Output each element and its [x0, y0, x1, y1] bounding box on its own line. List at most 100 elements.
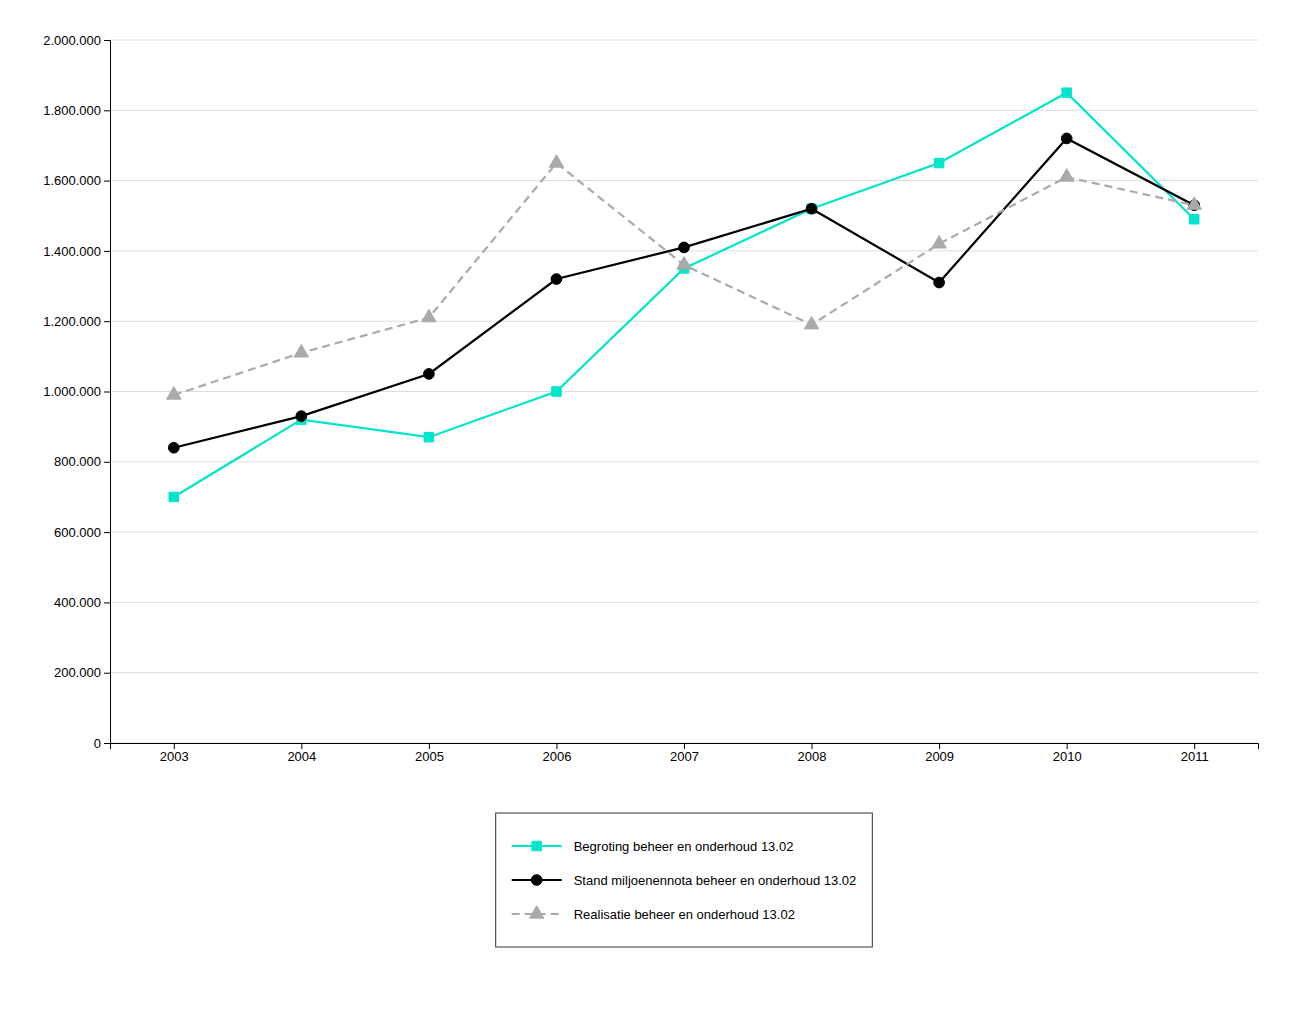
tick: 1.400.000: [43, 244, 110, 259]
tick-mark: [812, 743, 813, 749]
marker: [549, 155, 563, 167]
tick-label: 0: [94, 736, 101, 751]
marker: [296, 411, 307, 422]
marker: [677, 257, 691, 269]
tick-label: 2008: [798, 749, 827, 764]
tick: 2.000.000: [43, 33, 110, 48]
tick: 2010: [1053, 743, 1082, 764]
marks: [167, 88, 1202, 502]
tick: 800.000: [54, 454, 110, 469]
grid-line: [110, 321, 1258, 322]
marker: [294, 345, 308, 357]
grid-line: [110, 40, 1258, 41]
marker: [422, 309, 436, 321]
tick-mark: [104, 321, 110, 322]
grid-line: [110, 391, 1258, 392]
axis-line: [104, 41, 111, 744]
marker: [551, 274, 562, 285]
marker: [804, 316, 818, 328]
tick: 600.000: [54, 525, 110, 540]
tick-label: 2007: [670, 749, 699, 764]
tick-label: 1.000.000: [43, 384, 101, 399]
tick-mark: [1194, 743, 1195, 749]
tick-mark: [104, 462, 110, 463]
marker: [168, 442, 179, 453]
axis-line: [111, 744, 1259, 750]
tick-label: 200.000: [54, 665, 101, 680]
tick: 2011: [1181, 743, 1209, 764]
grid-line: [110, 532, 1258, 533]
tick: 1.000.000: [43, 384, 110, 399]
tick-label: 2011: [1181, 749, 1209, 764]
chart: 0 200.000 400.000 600.000 800.000 1.000.000 1.…: [0, 0, 1298, 1033]
marker: [934, 277, 945, 288]
legend-label: Stand miljoenennota beheer en onderhoud …: [574, 873, 857, 888]
tick: 400.000: [54, 595, 110, 610]
marker: [1189, 215, 1198, 224]
legend-marker: [531, 875, 542, 886]
legend-frame: [496, 813, 873, 947]
legend-marker: [532, 841, 541, 850]
series: [168, 133, 1199, 453]
tick-mark: [556, 743, 557, 749]
tick-mark: [301, 743, 302, 749]
tick-label: 1.400.000: [43, 244, 101, 259]
tick-mark: [684, 743, 685, 749]
tick: 2005: [415, 743, 444, 764]
grid: [110, 40, 1258, 743]
marker: [932, 236, 946, 248]
series: [167, 155, 1202, 399]
tick-mark: [104, 251, 110, 252]
legend: Begroting beheer en onderhoud 13.02 Stand…: [496, 813, 873, 947]
marker: [934, 158, 943, 167]
grid-line: [110, 602, 1258, 603]
tick-mark: [104, 532, 110, 533]
tick: 2007: [670, 743, 699, 764]
tick-label: 2004: [287, 749, 316, 764]
grid-line: [110, 461, 1258, 462]
tick-label: 2006: [542, 749, 571, 764]
tick-mark: [104, 743, 110, 744]
tick: 1.200.000: [43, 314, 110, 329]
tick: 1.800.000: [43, 103, 110, 118]
marker: [1062, 88, 1071, 97]
marker: [424, 432, 433, 441]
tick-mark: [939, 743, 940, 749]
marker: [1187, 197, 1201, 209]
tick-label: 400.000: [54, 595, 101, 610]
legend-label: Realisatie beheer en onderhoud 13.02: [574, 907, 795, 922]
tick-mark: [104, 602, 110, 603]
marker: [169, 492, 178, 501]
legend-item: Begroting beheer en onderhoud 13.02: [512, 839, 794, 854]
marker: [1059, 169, 1073, 181]
tick-label: 2009: [925, 749, 954, 764]
marker: [424, 369, 435, 380]
legend-item: Realisatie beheer en onderhoud 13.02: [512, 906, 795, 922]
tick: 2006: [542, 743, 571, 764]
x-axis: 2003 2004 2005 2006 2007 2008 2009 2010 2011: [111, 743, 1259, 764]
tick-mark: [104, 110, 110, 111]
plot: 0 200.000 400.000 600.000 800.000 1.000.000 1.…: [43, 33, 1258, 765]
marker: [552, 387, 561, 396]
tick: 1.600.000: [43, 173, 110, 188]
tick-mark: [104, 40, 110, 41]
tick-mark: [1067, 743, 1068, 749]
tick-mark: [104, 392, 110, 393]
marker: [806, 203, 817, 214]
tick-label: 1.800.000: [43, 103, 101, 118]
tick-mark: [104, 181, 110, 182]
series: [169, 88, 1199, 502]
tick-mark: [429, 743, 430, 749]
tick-label: 2005: [415, 749, 444, 764]
tick-mark: [174, 743, 175, 749]
tick-label: 2003: [160, 749, 189, 764]
marker: [679, 242, 690, 253]
y-axis: 0 200.000 400.000 600.000 800.000 1.000.000 1.…: [43, 33, 110, 751]
marker: [1061, 133, 1072, 144]
tick-label: 800.000: [54, 454, 101, 469]
tick-label: 2010: [1053, 749, 1082, 764]
tick: 200.000: [54, 665, 110, 680]
series-line: [174, 163, 1194, 395]
series-line: [174, 138, 1194, 447]
series-line: [174, 93, 1194, 497]
